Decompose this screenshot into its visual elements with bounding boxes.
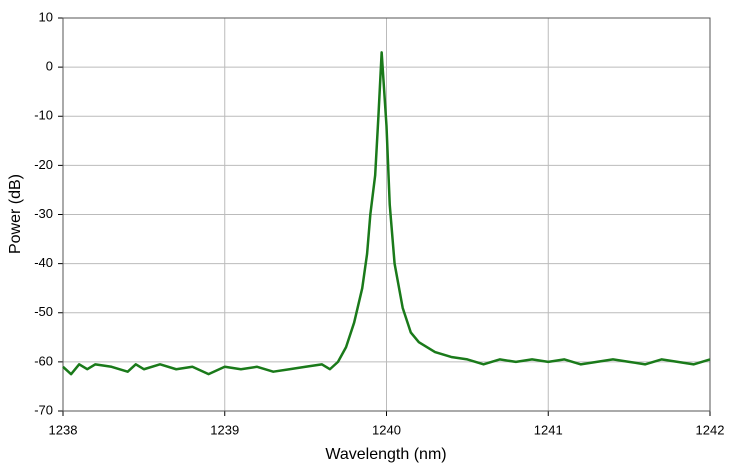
x-tick-label: 1241 bbox=[534, 422, 563, 437]
y-axis-title: Power (dB) bbox=[7, 174, 24, 254]
x-tick-label: 1240 bbox=[372, 422, 401, 437]
y-tick-label: -40 bbox=[34, 255, 53, 270]
y-tick-label: -10 bbox=[34, 108, 53, 123]
y-tick-label: -50 bbox=[34, 304, 53, 319]
x-tick-label: 1239 bbox=[210, 422, 239, 437]
y-tick-label: 0 bbox=[46, 59, 53, 74]
x-tick-label: 1238 bbox=[49, 422, 78, 437]
y-tick-label: -20 bbox=[34, 157, 53, 172]
plot-frame bbox=[62, 17, 711, 412]
y-tick-label: -60 bbox=[34, 353, 53, 368]
y-tick-label: 10 bbox=[39, 9, 53, 24]
x-axis-title: Wavelength (nm) bbox=[325, 446, 446, 463]
data-line bbox=[62, 51, 711, 376]
x-tick-label: 1242 bbox=[696, 422, 725, 437]
y-tick-label: -70 bbox=[34, 402, 53, 417]
y-tick-label: -30 bbox=[34, 206, 53, 221]
